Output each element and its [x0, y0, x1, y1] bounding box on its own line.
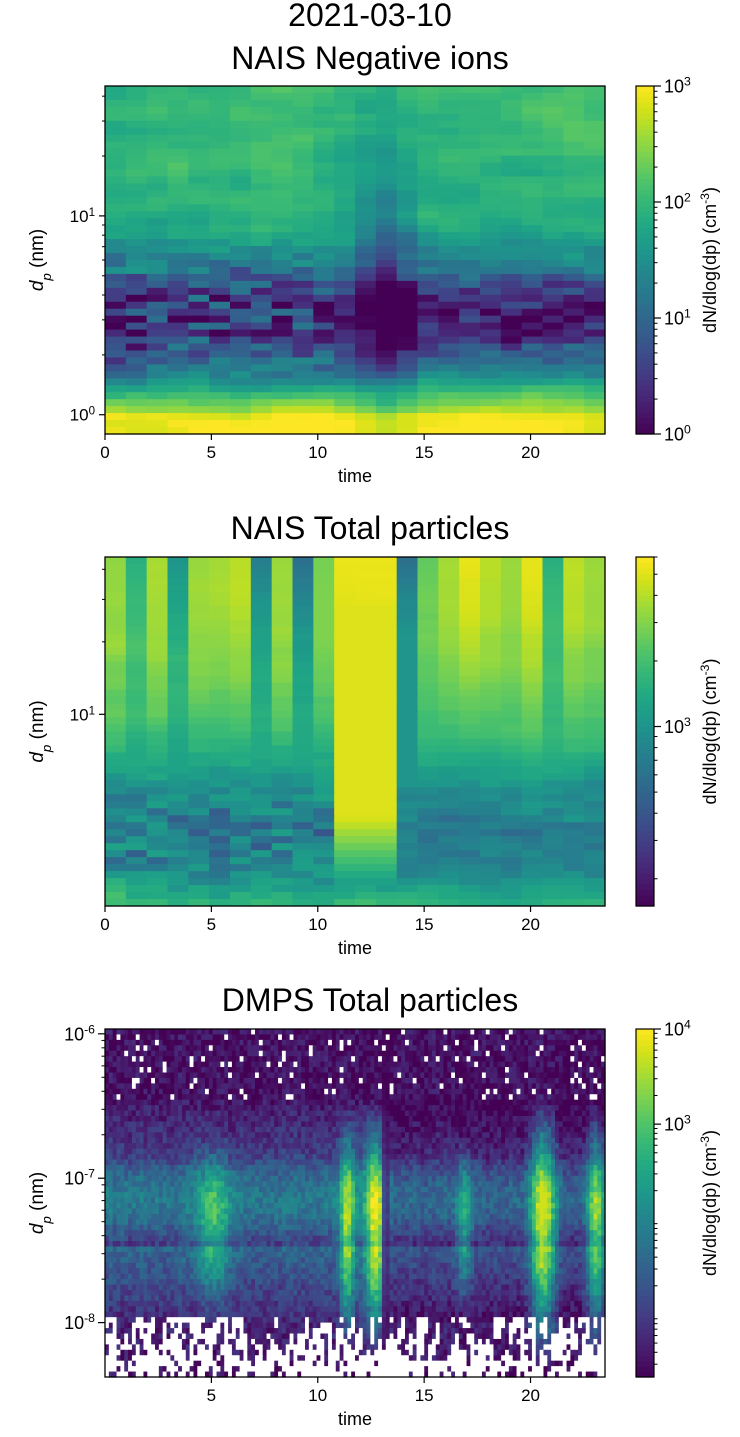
svg-text:101: 101 [70, 705, 95, 724]
svg-text:10: 10 [308, 915, 327, 934]
svg-text:102: 102 [664, 191, 691, 213]
svg-text:time: time [338, 938, 372, 958]
svg-text:20: 20 [521, 915, 540, 934]
svg-text:dN/dlog(dp) (cm-3): dN/dlog(dp) (cm-3) [698, 659, 720, 805]
svg-text:103: 103 [664, 75, 691, 97]
svg-text:100: 100 [70, 406, 95, 425]
svg-text:103: 103 [664, 715, 691, 737]
svg-text:time: time [338, 466, 372, 486]
svg-text:15: 15 [415, 443, 434, 462]
svg-text:dp (nm): dp (nm) [27, 229, 54, 291]
svg-text:5: 5 [207, 443, 216, 462]
svg-text:100: 100 [664, 423, 691, 445]
svg-text:0: 0 [100, 915, 109, 934]
svg-text:dp (nm): dp (nm) [27, 700, 54, 762]
svg-text:10: 10 [308, 443, 327, 462]
svg-text:5: 5 [207, 915, 216, 934]
svg-text:15: 15 [415, 915, 434, 934]
svg-text:101: 101 [70, 207, 95, 226]
svg-text:101: 101 [664, 307, 691, 329]
svg-text:20: 20 [521, 443, 540, 462]
svg-text:0: 0 [100, 443, 109, 462]
svg-text:dN/dlog(dp) (cm-3): dN/dlog(dp) (cm-3) [698, 187, 720, 333]
